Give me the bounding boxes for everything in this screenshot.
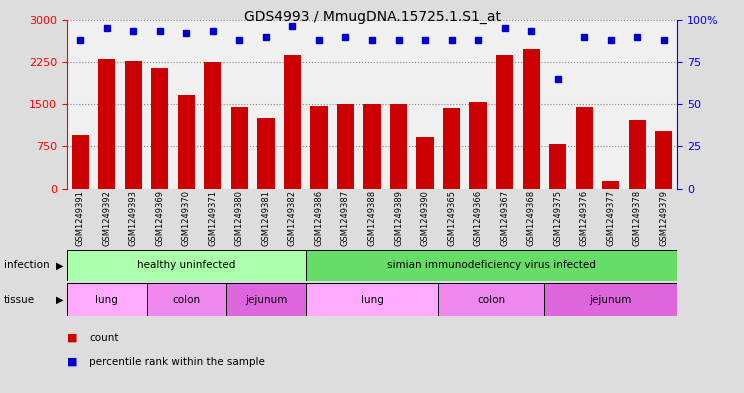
Bar (417, 137, 434, 189)
Bar (67, 283, 147, 316)
Bar (390, 104, 407, 189)
Bar (443, 108, 461, 189)
Text: colon: colon (478, 295, 505, 305)
Text: GDS4993 / MmugDNA.15725.1.S1_at: GDS4993 / MmugDNA.15725.1.S1_at (243, 10, 501, 24)
Bar (602, 181, 619, 189)
Bar (147, 283, 226, 316)
Bar (545, 283, 677, 316)
Bar (98, 59, 115, 189)
Bar (337, 104, 354, 189)
Bar (438, 283, 545, 316)
Bar (522, 49, 539, 189)
Text: ▶: ▶ (56, 295, 63, 305)
Text: ▶: ▶ (56, 260, 63, 270)
Text: jejunum: jejunum (589, 295, 632, 305)
Text: lung: lung (95, 295, 118, 305)
Bar (549, 144, 566, 189)
Bar (310, 106, 327, 189)
Text: simian immunodeficiency virus infected: simian immunodeficiency virus infected (387, 260, 596, 270)
Bar (178, 95, 195, 189)
Bar (655, 131, 673, 189)
Text: healthy uninfected: healthy uninfected (137, 260, 236, 270)
Text: infection: infection (4, 260, 49, 270)
Bar (629, 120, 646, 189)
Bar (469, 102, 487, 189)
Bar (283, 55, 301, 189)
Text: colon: colon (173, 295, 200, 305)
Bar (576, 107, 593, 189)
Text: ■: ■ (67, 356, 77, 367)
Text: jejunum: jejunum (245, 295, 287, 305)
Text: tissue: tissue (4, 295, 35, 305)
Bar (125, 61, 142, 189)
Bar (496, 55, 513, 189)
Bar (231, 107, 248, 189)
Bar (71, 135, 89, 189)
Text: count: count (89, 333, 119, 343)
Bar (67, 250, 306, 281)
Bar (204, 62, 222, 189)
Text: lung: lung (361, 295, 383, 305)
Bar (306, 250, 677, 281)
Bar (151, 68, 168, 189)
Bar (257, 118, 275, 189)
Bar (363, 104, 381, 189)
Text: ■: ■ (67, 333, 77, 343)
Bar (306, 283, 438, 316)
Bar (226, 283, 306, 316)
Text: percentile rank within the sample: percentile rank within the sample (89, 356, 265, 367)
